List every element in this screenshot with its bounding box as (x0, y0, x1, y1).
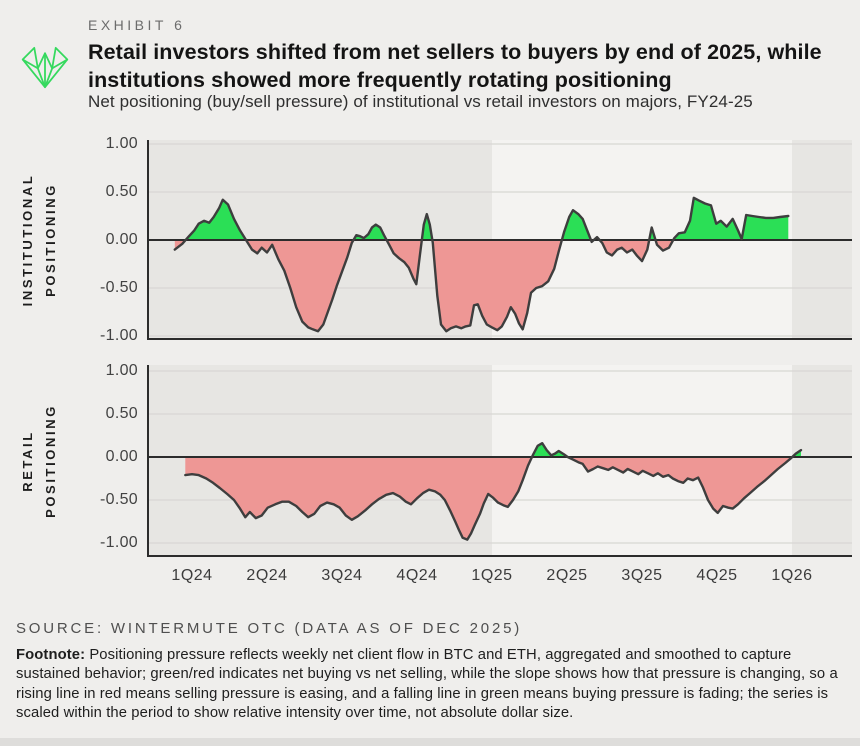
x-tick-label: 3Q24 (321, 567, 363, 584)
x-tick-label: 4Q24 (396, 567, 438, 584)
x-tick-label: 2Q24 (246, 567, 288, 584)
title-line-2: institutions showed more frequently rota… (88, 68, 672, 92)
y-tick-label: 1.00 (105, 135, 138, 152)
retail-axis-label: RETAIL POSITIONING (20, 404, 58, 518)
y-tick-label: -0.50 (100, 491, 138, 508)
x-tick-label: 1Q26 (771, 567, 813, 584)
y-tick-label: 0.00 (105, 448, 138, 465)
x-tick-label: 1Q25 (471, 567, 513, 584)
y-tick-label: -0.50 (100, 279, 138, 296)
y-tick-label: 0.50 (105, 183, 138, 200)
exhibit-label: EXHIBIT 6 (88, 17, 186, 33)
y-tick-label: 0.50 (105, 405, 138, 422)
footnote-label: Footnote: (16, 647, 86, 663)
y-tick-label: -1.00 (100, 534, 138, 551)
y-tick-label: 1.00 (105, 362, 138, 379)
chart-subtitle: Net positioning (buy/sell pressure) of i… (88, 92, 753, 111)
retail-positioning-chart (147, 365, 852, 557)
wintermute-logo-icon (20, 44, 70, 91)
page-title: Retail investors shifted from net seller… (88, 38, 828, 94)
footnote-text: Positioning pressure reflects weekly net… (16, 647, 838, 722)
x-tick-label: 4Q25 (696, 567, 738, 584)
y-tick-label: 0.00 (105, 231, 138, 248)
footnote: Footnote: Positioning pressure reflects … (16, 646, 848, 724)
x-tick-label: 1Q24 (171, 567, 213, 584)
title-line-1: Retail investors shifted from net seller… (88, 40, 822, 64)
x-tick-label: 3Q25 (621, 567, 663, 584)
source-line: SOURCE: WINTERMUTE OTC (DATA AS OF DEC 2… (16, 620, 523, 637)
x-tick-label: 2Q25 (546, 567, 588, 584)
bottom-divider (0, 738, 860, 746)
institutional-positioning-chart (147, 140, 852, 340)
y-tick-label: -1.00 (100, 327, 138, 344)
